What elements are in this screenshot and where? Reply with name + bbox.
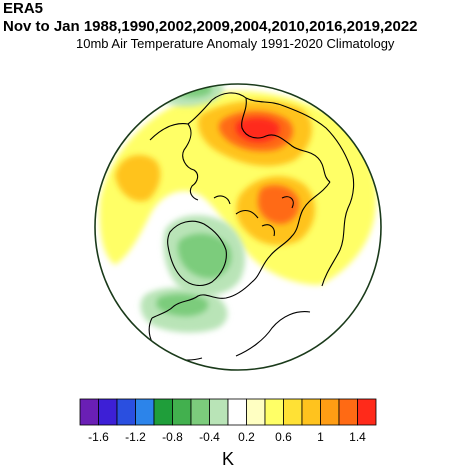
colorbar-cell xyxy=(209,398,229,426)
colorbar-cell xyxy=(264,398,284,426)
colorbar-tick-label: 1.4 xyxy=(349,430,366,444)
colorbar-cell xyxy=(79,398,99,426)
warm-region-peak xyxy=(235,117,280,143)
colorbar-ticks: -1.6 -1.2 -0.8 -0.4 0.2 0.6 1 1.4 xyxy=(88,430,366,444)
colorbar-tick-label: -1.6 xyxy=(88,430,109,444)
colorbar-cell xyxy=(172,398,192,426)
cold-region-mod xyxy=(156,294,209,317)
coastlines xyxy=(148,92,355,361)
coastline-canada xyxy=(151,281,253,319)
coastline-alaska xyxy=(251,181,331,283)
subtitle-label: 10mb Air Temperature Anomaly 1991-2020 C… xyxy=(76,36,395,51)
colorbar-cell xyxy=(153,398,173,426)
period-label: Nov to Jan 1988,1990,2002,2009,2004,2010… xyxy=(3,18,418,35)
coastline-islands xyxy=(213,195,294,237)
colorbar-tick-label: -0.4 xyxy=(199,430,220,444)
colorbar-cell xyxy=(338,398,358,426)
coastline-siberia xyxy=(241,97,331,183)
title-block: ERA5 Nov to Jan 1988,1990,2002,2009,2004… xyxy=(3,0,418,36)
colorbar-tick-label: -0.8 xyxy=(162,430,183,444)
colorbar-tick-label: 1 xyxy=(317,430,324,444)
warm-region-mid xyxy=(115,155,161,202)
colorbar-cell xyxy=(190,398,210,426)
colorbar-tick-label: -1.2 xyxy=(125,430,146,444)
colorbar-cell xyxy=(135,398,155,426)
dataset-label: ERA5 xyxy=(3,0,44,17)
anomaly-field xyxy=(95,84,381,370)
coastline-pacific xyxy=(321,165,355,287)
colorbar-cell xyxy=(301,398,321,426)
colorbar-cells xyxy=(79,398,377,426)
colorbar-cell xyxy=(357,398,377,426)
colorbar-tick-label: 0.2 xyxy=(238,430,255,444)
colorbar-cell xyxy=(246,398,266,426)
cold-region-mod xyxy=(177,233,232,279)
coastline-scandinavia xyxy=(182,123,199,201)
colorbar-cell xyxy=(320,398,340,426)
warm-region-strong xyxy=(258,185,300,224)
colorbar-tick-label: 0.6 xyxy=(275,430,292,444)
colorbar-unit-label: K xyxy=(222,449,235,469)
coastline-greenland xyxy=(167,220,227,287)
colorbar-cell xyxy=(116,398,136,426)
colorbar-cell xyxy=(98,398,118,426)
globe-outline xyxy=(94,83,382,371)
colorbar-cell xyxy=(283,398,303,426)
colorbar-cell xyxy=(227,398,247,426)
